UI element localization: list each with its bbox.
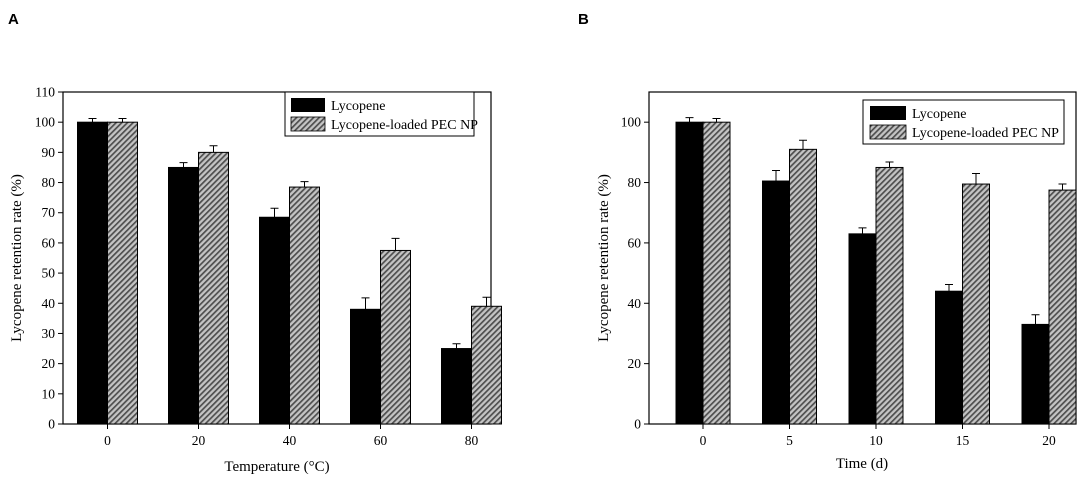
y-tick-label: 80 bbox=[628, 175, 642, 190]
bar-a-pec-np-20 bbox=[198, 151, 229, 425]
error-bar-b-pec-np-5 bbox=[799, 139, 807, 150]
y-tick-label: 100 bbox=[35, 115, 56, 130]
y-tick-label: 0 bbox=[48, 417, 55, 432]
bar-b-lycopene-10 bbox=[848, 233, 877, 425]
y-axis-ticks-b: 0 20 40 60 80 100 bbox=[621, 115, 649, 432]
error-bar-a-pec-np-0 bbox=[118, 118, 127, 123]
error-bar-a-pec-np-20 bbox=[209, 145, 218, 153]
error-bar-a-lycopene-60 bbox=[361, 297, 370, 310]
x-axis-title-b: Time (d) bbox=[836, 456, 888, 472]
legend-label-pec-np-a: Lycopene-loaded PEC NP bbox=[331, 118, 478, 133]
bar-a-pec-np-0 bbox=[107, 121, 138, 425]
error-bar-a-lycopene-80 bbox=[452, 343, 461, 349]
bar-b-pec-np-15 bbox=[962, 183, 990, 425]
x-tick-label: 0 bbox=[700, 433, 707, 448]
x-axis-ticks-a: 0 20 40 60 80 bbox=[104, 424, 479, 448]
y-tick-label: 110 bbox=[35, 85, 55, 100]
x-tick-label: 60 bbox=[374, 433, 388, 448]
x-tick-label: 5 bbox=[786, 433, 793, 448]
x-axis-title-a: Temperature (°C) bbox=[224, 459, 329, 475]
panel-label-b: B bbox=[578, 11, 589, 28]
error-bar-a-pec-np-80 bbox=[482, 296, 491, 307]
legend-swatch-pec-np-a bbox=[290, 116, 326, 132]
legend-swatch-lycopene-a bbox=[291, 98, 325, 112]
legend-label-lycopene-a: Lycopene bbox=[331, 99, 385, 114]
error-bar-a-pec-np-40 bbox=[300, 181, 309, 188]
bar-b-lycopene-15 bbox=[935, 290, 963, 425]
x-tick-label: 80 bbox=[465, 433, 479, 448]
bar-a-lycopene-0 bbox=[77, 121, 108, 425]
error-bar-a-pec-np-60 bbox=[391, 237, 400, 251]
y-tick-label: 0 bbox=[634, 417, 641, 432]
bar-a-pec-np-40 bbox=[289, 186, 320, 425]
chart-panel-b: B 0 20 40 60 80 100 0 5 10 15 20 Time (d) Lycopen… bbox=[578, 11, 1077, 472]
bar-a-lycopene-40 bbox=[259, 216, 290, 425]
legend-b: Lycopene Lycopene-loaded PEC NP bbox=[862, 99, 1065, 145]
x-tick-label: 40 bbox=[283, 433, 297, 448]
bar-a-lycopene-60 bbox=[350, 308, 381, 425]
bar-a-lycopene-80 bbox=[441, 348, 472, 425]
legend-label-pec-np-b: Lycopene-loaded PEC NP bbox=[912, 126, 1059, 141]
y-tick-label: 80 bbox=[42, 175, 56, 190]
bar-a-pec-np-80 bbox=[471, 305, 502, 425]
y-tick-label: 20 bbox=[42, 356, 56, 371]
error-bar-a-lycopene-20 bbox=[179, 162, 188, 168]
y-tick-label: 70 bbox=[42, 205, 56, 220]
bar-b-pec-np-20 bbox=[1048, 189, 1077, 425]
chart-panel-a: A 0 10 20 30 40 50 60 70 80 90 100 110 0 20 40 60 80 Te… bbox=[8, 11, 502, 475]
bar-b-lycopene-0 bbox=[675, 121, 704, 425]
y-axis-title-b: Lycopene retention rate (%) bbox=[596, 174, 612, 342]
bar-b-pec-np-0 bbox=[702, 121, 731, 425]
y-tick-label: 40 bbox=[628, 296, 642, 311]
y-tick-label: 40 bbox=[42, 296, 56, 311]
error-bar-b-lycopene-15 bbox=[945, 284, 953, 292]
x-tick-label: 20 bbox=[192, 433, 206, 448]
x-tick-label: 15 bbox=[956, 433, 970, 448]
bar-b-lycopene-5 bbox=[762, 180, 790, 425]
panel-label-a: A bbox=[8, 11, 19, 28]
legend-swatch-pec-np-b bbox=[869, 124, 907, 140]
error-bar-b-pec-np-15 bbox=[972, 172, 980, 185]
error-bar-b-pec-np-0 bbox=[712, 118, 721, 123]
y-axis-title-a: Lycopene retention rate (%) bbox=[9, 174, 25, 342]
bar-a-lycopene-20 bbox=[168, 166, 199, 425]
x-tick-label: 10 bbox=[869, 433, 883, 448]
y-tick-label: 30 bbox=[42, 326, 56, 341]
legend-swatch-lycopene-b bbox=[870, 106, 906, 120]
bars-a bbox=[77, 121, 502, 425]
error-bars-a bbox=[88, 118, 491, 349]
error-bars-b bbox=[685, 117, 1067, 325]
y-tick-label: 60 bbox=[628, 235, 642, 250]
bar-b-lycopene-20 bbox=[1021, 323, 1050, 425]
bar-b-pec-np-5 bbox=[789, 148, 817, 425]
error-bar-b-pec-np-20 bbox=[1058, 183, 1067, 191]
y-tick-label: 100 bbox=[621, 115, 642, 130]
y-tick-label: 10 bbox=[42, 386, 56, 401]
bar-b-pec-np-10 bbox=[875, 166, 904, 425]
y-tick-label: 50 bbox=[42, 266, 56, 281]
x-tick-label: 20 bbox=[1042, 433, 1056, 448]
y-tick-label: 90 bbox=[42, 145, 56, 160]
bars-b bbox=[675, 121, 1077, 425]
error-bar-b-lycopene-10 bbox=[858, 227, 867, 234]
error-bar-b-lycopene-5 bbox=[772, 169, 780, 182]
bar-a-pec-np-60 bbox=[380, 249, 411, 425]
x-axis-ticks-b: 0 5 10 15 20 bbox=[700, 424, 1056, 448]
error-bar-a-lycopene-40 bbox=[270, 207, 279, 218]
error-bar-a-lycopene-0 bbox=[88, 118, 97, 123]
legend-label-lycopene-b: Lycopene bbox=[912, 107, 966, 122]
y-tick-label: 60 bbox=[42, 235, 56, 250]
x-tick-label: 0 bbox=[104, 433, 111, 448]
y-tick-label: 20 bbox=[628, 356, 642, 371]
error-bar-b-pec-np-10 bbox=[885, 161, 894, 168]
y-axis-ticks-a: 0 10 20 30 40 50 60 70 80 90 100 110 bbox=[35, 85, 63, 432]
error-bar-b-lycopene-0 bbox=[685, 117, 694, 123]
legend-a: Lycopene Lycopene-loaded PEC NP bbox=[284, 91, 478, 137]
error-bar-b-lycopene-20 bbox=[1031, 314, 1040, 325]
